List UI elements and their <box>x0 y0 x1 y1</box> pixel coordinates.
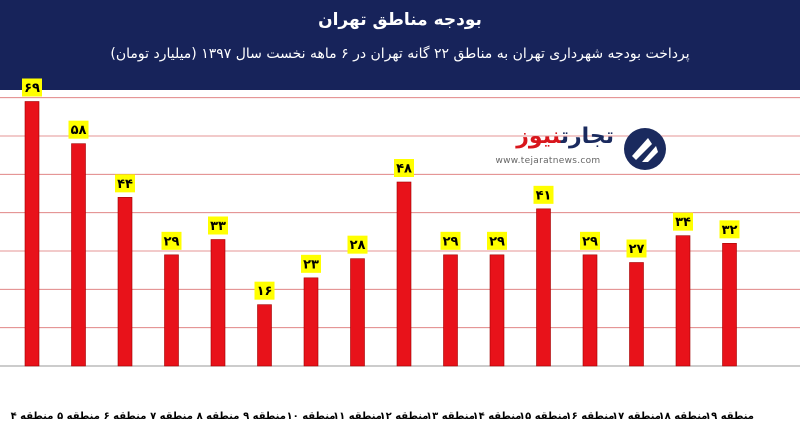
logo-brand-part1: تجارت <box>560 124 614 149</box>
data-label-box <box>626 239 647 258</box>
data-label-text: ۲۹ <box>582 234 598 249</box>
x-tick-label: منطقه ۱۷ <box>612 411 661 422</box>
data-label: ۲۷ <box>626 239 647 258</box>
data-label-text: ۳۳ <box>210 219 226 234</box>
x-tick-label: منطقه ۷ <box>150 411 193 422</box>
data-label-box <box>533 185 554 204</box>
logo-brand-part2: نیوز <box>516 124 561 149</box>
chart-header: بودجه مناطق تهران پرداخت بودجه شهرداری ت… <box>0 0 800 90</box>
data-label-text: ۳۴ <box>675 215 691 230</box>
data-label-text: ۶۹ <box>24 81 40 96</box>
bar <box>675 235 691 367</box>
x-tick-label: منطقه ۱۴ <box>473 411 522 422</box>
data-label: ۲۹ <box>487 231 507 250</box>
x-tick-label: منطقه ۱۹ <box>705 411 754 422</box>
x-tick-label: منطقه ۶ <box>104 411 147 422</box>
data-label-text: ۲۳ <box>303 257 319 272</box>
bars <box>24 101 737 367</box>
data-label-box <box>301 254 321 273</box>
bar <box>536 208 551 367</box>
data-label: ۴۱ <box>533 185 554 204</box>
bar <box>443 254 458 367</box>
x-tick-label: منطقه ۱۳ <box>426 411 475 422</box>
data-label: ۳۲ <box>719 220 740 239</box>
tejarat-news-logo: تجارتنیوز www.tejaratnews.com <box>472 124 672 176</box>
data-label: ۵۸ <box>68 120 89 139</box>
bar <box>489 254 505 367</box>
data-label-box <box>673 212 693 231</box>
data-label-text: ۱۶ <box>257 284 273 299</box>
bar <box>24 101 40 367</box>
data-label-text: ۴۸ <box>396 162 412 177</box>
data-label: ۲۳ <box>301 254 321 273</box>
globe-icon <box>624 128 666 170</box>
bar <box>164 254 179 367</box>
data-label-text: ۲۹ <box>443 234 459 249</box>
chart-subtitle: پرداخت بودجه شهرداری تهران به مناطق ۲۲ گ… <box>110 46 690 62</box>
x-tick-label: منطقه ۱۲ <box>380 411 429 422</box>
data-label-text: ۲۸ <box>350 238 366 253</box>
bar <box>629 262 644 367</box>
data-label-text: ۵۸ <box>71 123 87 138</box>
x-tick-label: منطقه ۱۰ <box>287 411 336 422</box>
bar <box>396 181 412 367</box>
data-label-box <box>440 231 461 250</box>
data-label-box <box>487 231 507 250</box>
data-label-text: ۳۲ <box>722 223 738 238</box>
bar <box>350 258 365 367</box>
x-tick-label: منطقه ۱۵ <box>519 411 568 422</box>
x-tick-label: منطقه ۵ <box>57 411 100 422</box>
x-tick-label: منطقه ۹ <box>243 411 286 422</box>
data-label-box <box>719 220 740 239</box>
data-label-box <box>254 281 275 300</box>
data-label: ۶۹ <box>22 78 42 97</box>
data-label: ۴۸ <box>394 159 414 177</box>
data-label-text: ۲۷ <box>629 242 645 257</box>
x-tick-label: منطقه ۸ <box>197 411 240 422</box>
x-tick-label: منطقه ۱۶ <box>566 411 615 422</box>
data-label-box <box>22 78 42 97</box>
bar <box>722 243 737 367</box>
data-label-text: ۴۱ <box>536 188 552 203</box>
data-label-box <box>115 174 135 193</box>
data-label: ۳۴ <box>673 212 693 231</box>
bar <box>257 304 272 367</box>
data-label-text: ۲۹ <box>164 234 180 249</box>
data-label-box <box>580 231 600 250</box>
data-label: ۲۹ <box>440 231 461 250</box>
x-tick-label: منطقه ۴ <box>11 411 54 422</box>
data-label-text: ۴۴ <box>117 177 133 192</box>
data-label: ۲۹ <box>161 231 182 250</box>
data-label-box <box>347 235 368 254</box>
x-tick-labels: منطقه ۴ منطقه ۵ منطقه ۶ منطقه ۷ منطقه ۸ منطقه… <box>11 411 754 422</box>
bar <box>303 277 319 367</box>
data-label-text: ۲۹ <box>489 234 505 249</box>
data-label: ۱۶ <box>254 281 275 300</box>
data-label-box <box>161 231 182 250</box>
data-label-box <box>68 120 89 139</box>
chart-title: بودجه مناطق تهران <box>318 10 482 30</box>
data-label: ۲۸ <box>347 235 368 254</box>
logo-wordmark: تجارتنیوز <box>478 124 614 149</box>
x-tick-label: منطقه ۱۸ <box>659 411 708 422</box>
bar <box>71 143 86 367</box>
bar <box>210 239 226 367</box>
data-label-box <box>394 159 414 177</box>
logo-url: www.tejaratnews.com <box>495 156 601 166</box>
data-label-box <box>208 216 228 235</box>
data-label: ۴۴ <box>115 174 135 193</box>
bar <box>582 254 598 367</box>
x-tick-label: منطقه ۱۱ <box>333 411 382 422</box>
data-label: ۳۳ <box>208 216 228 235</box>
bar <box>117 197 133 367</box>
value-labels: ۶۹ ۵۸ ۴۴ ۲۹ ۳۳ ۱۶ ۲۳ ۲۸ ۴۸ ۲۹ ۲۹ ۴۱ ۲۹ ۲۷ ۳۴ ۳۲ <box>22 78 740 300</box>
data-label: ۲۹ <box>580 231 600 250</box>
